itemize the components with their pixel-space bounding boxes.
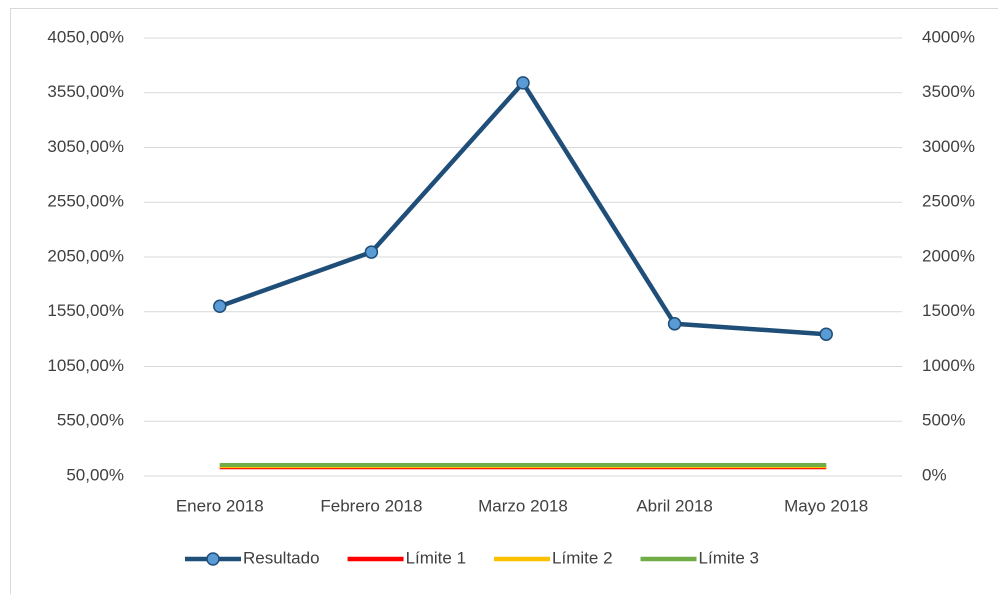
y2-tick-label: 2500% <box>922 192 975 211</box>
data-point <box>667 317 682 331</box>
y2-tick-label: 2000% <box>922 246 975 265</box>
y-tick-label: 2050,00% <box>47 246 124 265</box>
data-point <box>516 76 530 90</box>
data-point <box>819 327 833 341</box>
y-tick-label: 1050,00% <box>47 356 124 375</box>
y2-tick-label: 1500% <box>922 301 975 320</box>
x-tick-label: Marzo 2018 <box>478 496 568 515</box>
data-point <box>364 245 379 259</box>
y-tick-label: 1550,00% <box>47 301 124 320</box>
y-tick-label: 3550,00% <box>47 82 124 101</box>
y2-tick-label: 500% <box>922 411 965 430</box>
y-tick-label: 50,00% <box>66 465 124 484</box>
legend-label: Límite 2 <box>552 548 612 567</box>
y2-tick-label: 0% <box>922 465 947 484</box>
y-tick-label: 3050,00% <box>47 137 124 156</box>
x-tick-label: Mayo 2018 <box>784 496 868 515</box>
legend-item: Límite 3 <box>640 548 759 567</box>
legend-item: Resultado <box>185 548 320 567</box>
x-tick-label: Enero 2018 <box>176 496 264 515</box>
y2-tick-label: 1000% <box>922 356 975 375</box>
legend-label: Límite 3 <box>699 548 759 567</box>
x-tick-label: Febrero 2018 <box>320 496 422 515</box>
y2-tick-label: 4000% <box>922 27 975 46</box>
legend-item: Límite 1 <box>347 548 466 567</box>
x-tick-label: Abril 2018 <box>636 496 713 515</box>
legend-marker <box>206 552 220 566</box>
y2-tick-label: 3000% <box>922 137 975 156</box>
y-tick-label: 550,00% <box>57 411 124 430</box>
data-point <box>213 299 227 314</box>
y-tick-label: 4050,00% <box>47 27 124 46</box>
y2-tick-label: 3500% <box>922 82 975 101</box>
legend-item: Límite 2 <box>494 548 613 567</box>
legend-label: Límite 1 <box>406 548 466 567</box>
y-tick-label: 2550,00% <box>47 192 124 211</box>
legend-label: Resultado <box>243 548 320 567</box>
